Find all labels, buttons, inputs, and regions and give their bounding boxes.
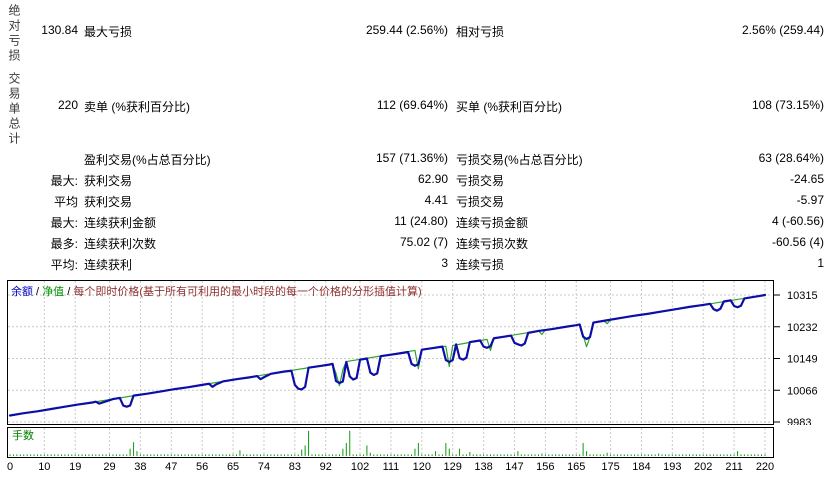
- stat-label: 卖单 (%获利百分比): [84, 100, 190, 114]
- stat-value: -5.97: [796, 193, 824, 207]
- chart-legend: 余额 / 净值 / 每个即时价格(基于所有可利用的最小时段的每一个价格的分形插值…: [11, 283, 422, 299]
- x-axis-tick-label: 129: [444, 461, 462, 473]
- stat-value: 4.41: [424, 193, 448, 207]
- balance-line: [8, 293, 767, 417]
- x-axis-tick-label: 83: [289, 461, 301, 473]
- stat-prefix: 最大:: [50, 216, 78, 230]
- stat-label: 获利交易: [84, 174, 133, 188]
- x-axis-tick-label: 10: [38, 461, 50, 473]
- x-axis-tick-label: 220: [756, 461, 774, 473]
- legend-equity-label: 净值: [42, 286, 65, 298]
- x-axis-tick-label: 29: [103, 461, 115, 473]
- stat-label: 连续亏损次数: [456, 237, 529, 251]
- stat-label: 亏损交易: [456, 195, 505, 209]
- stat-label: 盈利交易(%占总百分比): [84, 153, 211, 167]
- stat-row-orders: 220 卖单 (%获利百分比) 112 (69.64%) 买单 (%获利百分比)…: [0, 98, 833, 114]
- x-axis-tick-label: 147: [505, 461, 523, 473]
- x-axis-tick-label: 0: [7, 461, 13, 473]
- stat-value: 220: [57, 98, 78, 112]
- stat-value: 112 (69.64%): [376, 98, 448, 112]
- stat-label: 相对亏损: [456, 25, 505, 39]
- x-axis-tick-label: 165: [567, 461, 585, 473]
- stat-row-average-trade: 平均 获利交易 4.41 亏损交易 -5.97: [0, 193, 833, 209]
- y-axis-tick-label: 10149: [787, 354, 818, 366]
- stat-label: 连续获利: [84, 258, 133, 272]
- legend-separator: /: [64, 286, 74, 298]
- x-axis-tick-label: 120: [413, 461, 431, 473]
- y-axis-tick-label: 9983: [787, 417, 811, 425]
- legend-separator: /: [33, 286, 43, 298]
- stat-label: 亏损交易: [456, 174, 505, 188]
- y-axis-tick-label: 10066: [787, 385, 818, 397]
- stat-value: 130.84: [41, 23, 78, 37]
- stat-label: 亏损交易(%占总百分比): [456, 153, 583, 167]
- x-axis-tick-label: 202: [694, 461, 712, 473]
- balance-chart: 10315 10232 10149 10066 9983: [7, 280, 818, 425]
- stat-value: 157 (71.36%): [375, 151, 448, 165]
- x-axis-tick-label: 184: [632, 461, 650, 473]
- stat-prefix: 最多:: [50, 237, 78, 251]
- stat-label: 最大亏损: [84, 25, 133, 39]
- stat-row-profit-trades: 盈利交易(%占总百分比) 157 (71.36%) 亏损交易(%占总百分比) 6…: [0, 151, 833, 167]
- x-axis-tick-label: 102: [351, 461, 369, 473]
- lots-chart: 手数 0 10 19 29 38 47 56 65 74 83 92 102 111 120 129 138 14…: [7, 427, 774, 473]
- stat-prefix: 平均:: [50, 258, 78, 272]
- x-axis-tick-label: 211: [725, 461, 743, 473]
- y-axis-tick-label: 10315: [787, 290, 818, 302]
- x-axis-tick-label: 111: [383, 461, 400, 473]
- stat-row-average-consecutive: 平均: 连续获利 3 连续亏损 1: [0, 256, 833, 272]
- stat-value: 1: [817, 256, 824, 270]
- stat-value: 63 (28.64%): [758, 151, 824, 165]
- stat-value: 2.56% (259.44): [741, 23, 824, 37]
- stat-label: 获利交易: [84, 195, 133, 209]
- stat-value: 4 (-60.56): [771, 214, 824, 228]
- stat-value: 11 (24.80): [394, 214, 448, 228]
- caption-absolute-loss: 绝对亏损: [7, 4, 21, 64]
- stat-label: 连续获利金额: [84, 216, 157, 230]
- x-axis-tick-label: 47: [165, 461, 177, 473]
- x-axis-tick-label: 193: [663, 461, 681, 473]
- stat-prefix: 最大:: [50, 174, 78, 188]
- stat-value: 259.44 (2.56%): [365, 23, 448, 37]
- legend-balance-label: 余额: [11, 286, 33, 298]
- stat-row-largest-trade: 最大: 获利交易 62.90 亏损交易 -24.65: [0, 172, 833, 188]
- x-axis-tick-label: 38: [134, 461, 146, 473]
- x-axis-tick-label: 156: [536, 461, 554, 473]
- stat-row-max-consecutive-count: 最多: 连续获利次数 75.02 (7) 连续亏损次数 -60.56 (4): [0, 235, 833, 251]
- x-axis-tick-label: 74: [258, 461, 270, 473]
- x-axis-tick-label: 92: [320, 461, 332, 473]
- stat-label: 连续亏损金额: [456, 216, 529, 230]
- x-axis-tick-label: 175: [601, 461, 619, 473]
- caption-total-trades: 交易单总计: [7, 72, 21, 147]
- x-axis-tick-label: 56: [196, 461, 208, 473]
- stat-label: 买单 (%获利百分比): [456, 100, 562, 114]
- stat-label: 连续获利次数: [84, 237, 157, 251]
- y-axis-tick-label: 10232: [787, 322, 818, 334]
- stat-label: 连续亏损: [456, 258, 505, 272]
- stat-prefix: 平均: [53, 195, 78, 209]
- stat-value: 75.02 (7): [399, 235, 448, 249]
- stat-value: -60.56 (4): [771, 235, 824, 249]
- legend-price-label: 每个即时价格(基于所有可利用的最小时段的每一个价格的分形插值计算): [73, 286, 422, 298]
- stat-value: -24.65: [789, 172, 824, 186]
- x-axis-tick-label: 19: [69, 461, 81, 473]
- stat-value: 108 (73.15%): [751, 98, 824, 112]
- x-axis-tick-label: 65: [227, 461, 239, 473]
- stat-row-max-consecutive-amount: 最大: 连续获利金额 11 (24.80) 连续亏损金额 4 (-60.56): [0, 214, 833, 230]
- lots-label: 手数: [12, 428, 34, 442]
- x-axis-tick-label: 138: [474, 461, 492, 473]
- stat-value: 3: [441, 256, 448, 270]
- stat-value: 62.90: [417, 172, 448, 186]
- stat-row-max-loss: 130.84 最大亏损 259.44 (2.56%) 相对亏损 2.56% (2…: [0, 23, 833, 39]
